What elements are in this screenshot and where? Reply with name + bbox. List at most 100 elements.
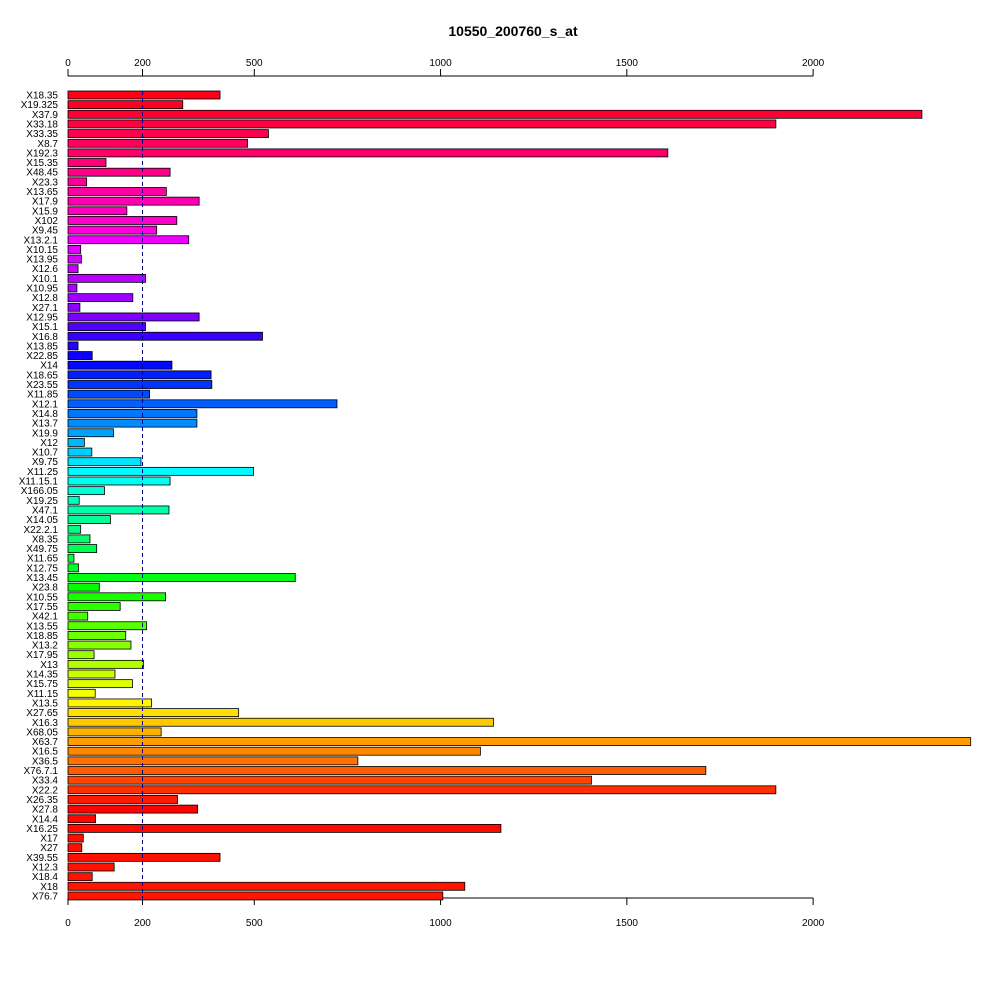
category-label: X12.8 (32, 293, 59, 304)
category-label: X16.3 (32, 718, 59, 729)
bar (67, 640, 132, 650)
category-label: X102 (35, 216, 59, 227)
category-label: X26.35 (26, 795, 58, 806)
tick-label: 1500 (616, 58, 639, 69)
category-label: X13.45 (26, 573, 58, 584)
tick-label: 0 (65, 918, 71, 929)
bar (67, 746, 481, 756)
category-label: X33.18 (26, 119, 58, 130)
category-label: X11.15 (27, 689, 58, 700)
bar (67, 254, 82, 264)
category-label: X17 (40, 834, 58, 845)
bar (67, 206, 128, 216)
category-label: X19.25 (26, 496, 58, 507)
category-label: X12.95 (26, 312, 58, 323)
category-label: X18.35 (26, 91, 58, 102)
category-label: X10.55 (26, 592, 58, 603)
bar (67, 351, 93, 360)
category-label: X47.1 (32, 505, 59, 516)
category-label: X13.65 (26, 187, 58, 198)
bar (67, 698, 152, 708)
category-label: X14.4 (32, 814, 59, 825)
bar (67, 370, 212, 380)
bar (67, 409, 198, 418)
category-label: X14.35 (26, 670, 58, 681)
category-label: X12.75 (26, 563, 58, 574)
bars-group (67, 90, 972, 901)
category-label: X10.7 (32, 448, 59, 459)
bar (67, 573, 296, 582)
category-label: X17.95 (26, 650, 58, 661)
category-label: X42.1 (32, 612, 59, 623)
category-label: X22.85 (26, 351, 58, 362)
category-label: X37.9 (32, 110, 59, 121)
bar (67, 515, 111, 524)
bar (67, 843, 83, 853)
category-label: X18.85 (26, 631, 58, 642)
category-label: X68.05 (26, 727, 58, 738)
bar (67, 862, 115, 872)
bar (67, 553, 75, 563)
category-label: X9.45 (32, 226, 59, 237)
bar (67, 524, 82, 534)
bar (67, 804, 199, 814)
bar (67, 341, 79, 351)
bar (67, 389, 150, 399)
bar (67, 109, 923, 119)
category-label: X19.325 (21, 100, 59, 111)
category-label: X17.55 (26, 602, 58, 613)
category-label: X16.25 (26, 824, 58, 835)
category-label: X76.7.1 (24, 766, 59, 777)
category-label: X14 (40, 361, 58, 372)
bar (67, 631, 127, 640)
category-label: X12.6 (32, 264, 59, 275)
bar (67, 129, 269, 139)
bar (67, 302, 81, 312)
bar (67, 621, 148, 631)
bar (67, 283, 78, 293)
category-label: X13.7 (32, 419, 59, 430)
bar (67, 602, 121, 611)
category-label: X13.2 (32, 641, 59, 652)
category-label: X13.85 (26, 341, 58, 352)
bar (67, 611, 89, 621)
category-label: X23.8 (32, 583, 59, 594)
category-label: X11.15.1 (19, 477, 59, 488)
category-label: X23.55 (26, 380, 58, 391)
bar (67, 399, 338, 409)
bar (67, 447, 93, 457)
category-label: X23.3 (32, 177, 59, 188)
category-label: X15.35 (26, 158, 58, 169)
bar (67, 814, 96, 824)
category-label: X9.75 (32, 457, 59, 468)
category-label: X18 (40, 882, 58, 893)
category-label: X13.2.1 (24, 235, 59, 246)
category-label: X18.4 (32, 872, 59, 883)
category-label: X16.8 (32, 332, 59, 343)
bar (67, 544, 98, 553)
category-label: X10.1 (32, 274, 59, 285)
category-label: X19.9 (32, 428, 59, 439)
bar (67, 891, 444, 901)
category-label: X166.05 (21, 486, 59, 497)
tick-label: 1000 (429, 918, 452, 929)
bar (67, 437, 85, 447)
category-label: X14.8 (32, 409, 59, 420)
bar (67, 737, 972, 746)
tick-label: 1500 (616, 918, 639, 929)
tick-label: 0 (65, 58, 71, 69)
bar (67, 708, 240, 717)
bar (67, 466, 254, 476)
category-label: X13.55 (26, 621, 58, 632)
category-label: X10.95 (26, 284, 58, 295)
bar (67, 418, 198, 428)
bar (67, 486, 105, 496)
bar (67, 679, 133, 689)
category-label: X33.35 (26, 129, 58, 140)
bar (67, 225, 158, 235)
category-label: X11.25 (27, 467, 58, 478)
bar (67, 90, 221, 100)
category-label: X76.7 (32, 891, 59, 902)
bar (67, 756, 359, 766)
top-axis: 0 200 500 1000 1500 2000 (65, 58, 825, 77)
